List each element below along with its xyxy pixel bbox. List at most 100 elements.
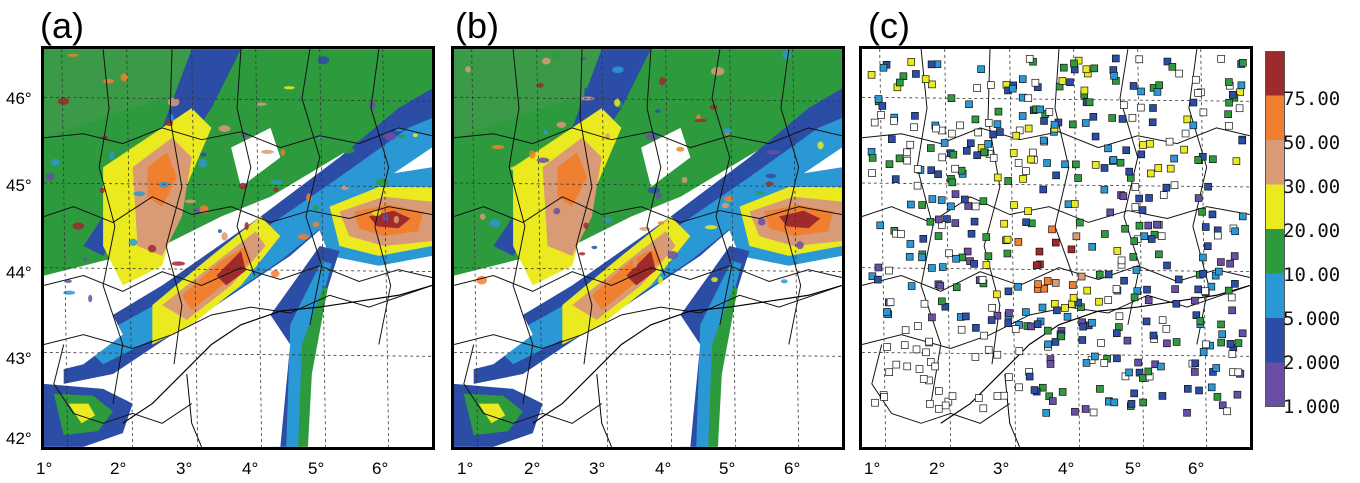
lon-tick-b-6: 6° xyxy=(784,459,801,478)
station-marker xyxy=(963,147,971,155)
precip-cell xyxy=(270,270,280,278)
lon-gridline xyxy=(471,49,479,447)
precip-cell xyxy=(482,244,490,249)
station-marker xyxy=(928,80,936,89)
station-marker xyxy=(928,313,936,322)
precip-cell xyxy=(317,56,330,65)
dry-area xyxy=(454,285,533,375)
precip-cell xyxy=(99,187,105,194)
station-marker xyxy=(1159,191,1168,199)
station-marker xyxy=(1022,167,1030,175)
station-marker xyxy=(1172,299,1181,308)
precip-cell xyxy=(704,225,718,230)
station-marker xyxy=(1217,338,1225,347)
station-marker xyxy=(1155,81,1163,89)
station-marker xyxy=(1011,325,1020,333)
station-marker xyxy=(1097,339,1105,347)
station-marker xyxy=(994,107,1003,116)
station-marker xyxy=(921,75,930,83)
station-marker xyxy=(958,253,967,262)
station-marker xyxy=(1015,347,1024,355)
station-marker xyxy=(1170,181,1179,190)
station-marker xyxy=(915,365,924,373)
station-marker xyxy=(1018,112,1027,120)
station-marker xyxy=(1088,318,1096,327)
precip-contour xyxy=(626,250,656,286)
lon-gridline xyxy=(729,49,737,447)
station-marker xyxy=(1100,185,1109,194)
station-marker xyxy=(1201,223,1210,231)
station-marker xyxy=(993,120,1002,128)
station-marker xyxy=(1100,359,1109,367)
station-marker xyxy=(1135,221,1144,230)
station-marker xyxy=(1024,207,1032,215)
station-marker xyxy=(988,304,996,312)
boundary-line xyxy=(98,49,124,404)
station-marker xyxy=(1003,249,1012,258)
station-marker xyxy=(1140,232,1149,241)
precip-cell xyxy=(766,150,781,155)
station-marker xyxy=(1053,306,1061,315)
lon-gridline xyxy=(61,49,69,447)
dry-area xyxy=(44,285,123,375)
precip-cell xyxy=(312,221,320,228)
precip-cell xyxy=(171,261,185,266)
station-marker xyxy=(928,195,937,203)
station-marker xyxy=(982,233,991,241)
station-marker xyxy=(1144,296,1153,305)
station-marker xyxy=(1207,282,1216,291)
station-marker xyxy=(1158,392,1167,400)
lon-tick-a-2: 2° xyxy=(110,459,127,478)
station-marker xyxy=(1036,105,1045,114)
station-marker xyxy=(1113,247,1122,255)
panel-label-b: (b) xyxy=(455,5,499,46)
station-marker xyxy=(918,253,926,262)
station-marker xyxy=(1157,362,1165,371)
station-marker xyxy=(996,128,1004,136)
lon-tick-a-1: 1° xyxy=(36,459,53,478)
station-marker xyxy=(1010,201,1018,209)
station-marker xyxy=(1012,131,1021,140)
precip-cell xyxy=(72,222,85,230)
station-marker xyxy=(1154,164,1163,172)
station-marker xyxy=(941,401,950,410)
station-marker xyxy=(1199,269,1207,278)
precip-cell xyxy=(591,245,598,250)
precip-cell xyxy=(541,57,551,65)
station-marker xyxy=(1048,225,1056,234)
station-marker xyxy=(885,160,894,168)
station-marker xyxy=(1162,183,1171,192)
colorbar-band xyxy=(1265,362,1285,407)
station-marker xyxy=(1003,235,1012,244)
station-marker xyxy=(1043,277,1052,285)
precip-cell xyxy=(491,145,505,150)
station-marker xyxy=(1172,338,1181,346)
station-marker xyxy=(1148,118,1157,127)
station-marker xyxy=(1000,219,1008,228)
precip-cell xyxy=(796,241,804,250)
station-marker xyxy=(940,139,949,147)
precip-cell xyxy=(603,218,613,223)
dry-area xyxy=(191,314,291,447)
station-marker xyxy=(947,202,955,211)
station-marker xyxy=(914,322,922,330)
station-marker xyxy=(919,375,928,383)
boundary-line xyxy=(646,49,666,276)
colorbar-label-50: 50.00 xyxy=(1283,132,1341,154)
station-marker xyxy=(1181,129,1190,138)
station-marker xyxy=(1039,185,1048,194)
station-marker xyxy=(1236,88,1244,97)
station-marker xyxy=(1104,270,1113,279)
station-marker xyxy=(1135,194,1143,203)
station-marker xyxy=(1004,287,1013,296)
boundary-line xyxy=(862,127,1250,149)
station-marker xyxy=(1089,112,1098,121)
station-marker xyxy=(1067,245,1076,254)
precip-cell xyxy=(658,77,666,86)
station-marker xyxy=(1127,400,1136,408)
station-marker xyxy=(961,195,969,204)
station-marker xyxy=(1058,77,1067,85)
station-marker xyxy=(1232,157,1241,165)
station-marker xyxy=(1231,279,1239,288)
station-marker xyxy=(905,252,914,261)
